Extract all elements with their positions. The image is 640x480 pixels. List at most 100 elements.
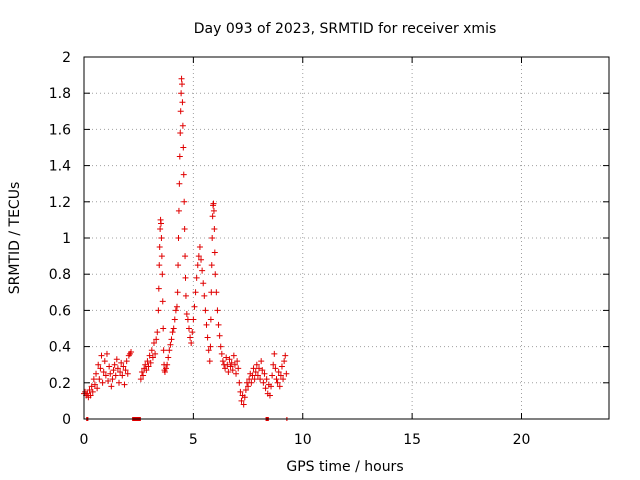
data-point: [193, 274, 200, 281]
data-point: [283, 370, 290, 377]
data-point: [208, 289, 215, 296]
data-point: [256, 365, 262, 372]
data-point: [116, 379, 122, 386]
data-point: [100, 368, 107, 375]
axis-ticks: [83, 56, 609, 420]
data-point: [167, 341, 174, 348]
data-point: [213, 289, 220, 296]
data-point: [280, 376, 287, 383]
data-point: [258, 358, 265, 365]
data-point: [190, 316, 197, 323]
data-point: [107, 370, 114, 377]
data-point: [179, 99, 186, 106]
data-point: [178, 90, 185, 97]
y-tick-label: 0: [62, 412, 71, 428]
data-point: [94, 385, 101, 392]
data-point: [181, 225, 188, 232]
data-point: [257, 376, 264, 383]
data-point: [273, 376, 280, 383]
data-point: [182, 292, 189, 299]
chart-title: Day 093 of 2023, SRMTID for receiver xmi…: [194, 21, 497, 37]
data-point: [183, 311, 190, 318]
data-point: [207, 343, 214, 350]
y-tick-label: 0.4: [49, 340, 71, 356]
data-point: [210, 200, 217, 207]
data-point: [210, 207, 217, 214]
data-point: [268, 383, 275, 390]
data-point: [147, 359, 154, 366]
data-point: [138, 368, 145, 375]
y-tick-label: 1.2: [49, 195, 71, 211]
data-point: [214, 307, 221, 314]
x-tick-label: 10: [294, 432, 312, 448]
data-point: [175, 235, 182, 241]
y-tick-label: 0.6: [49, 303, 71, 319]
data-point: [240, 401, 247, 408]
data-point: [274, 379, 281, 386]
data-point: [182, 274, 189, 281]
data-point: [229, 367, 236, 374]
data-point: [271, 350, 278, 357]
data-point: [192, 289, 199, 296]
data-point: [163, 365, 170, 372]
data-point: [112, 372, 119, 379]
data-point: [160, 325, 167, 332]
data-point: [236, 379, 243, 386]
data-point: [90, 376, 97, 383]
data-point: [260, 379, 267, 386]
data-point: [121, 381, 128, 388]
data-point: [144, 358, 151, 365]
data-point: [101, 358, 108, 365]
data-point: [235, 365, 242, 372]
data-point: [156, 244, 163, 251]
data-point: [270, 361, 277, 368]
data-point: [179, 81, 185, 88]
data-point: [128, 349, 135, 356]
data-point: [199, 267, 206, 274]
data-point: [158, 220, 164, 227]
data-point: [238, 397, 245, 404]
data-point: [102, 372, 109, 379]
data-point: [146, 352, 153, 359]
data-point: [89, 388, 96, 395]
data-point: [261, 370, 268, 377]
data-point: [122, 367, 129, 374]
tick-labels: 00.20.40.60.811.21.41.61.820 5 10 15 20: [49, 50, 531, 448]
data-point: [157, 225, 164, 232]
data-point: [204, 334, 211, 341]
data-point: [250, 365, 257, 372]
data-point: [206, 358, 213, 365]
data-point: [151, 339, 157, 346]
data-point: [142, 361, 149, 368]
data-point: [168, 336, 175, 343]
y-tick-label: 0.2: [49, 376, 71, 392]
y-tick-label: 2: [62, 50, 71, 66]
data-point: [145, 363, 152, 370]
data-point: [209, 213, 216, 220]
x-tick-label: 0: [80, 432, 89, 448]
data-point: [203, 321, 210, 328]
data-point: [189, 329, 196, 336]
data-point: [237, 388, 244, 395]
data-point: [177, 130, 184, 137]
data-point: [191, 303, 198, 310]
data-point: [111, 361, 118, 368]
data-point: [211, 249, 218, 256]
data-point: [93, 370, 100, 377]
data-point: [212, 271, 219, 278]
data-point: [202, 307, 209, 314]
data-point: [173, 303, 180, 310]
data-point: [160, 347, 167, 354]
data-point: [181, 198, 188, 205]
data-point: [176, 180, 183, 187]
x-tick-label: 15: [403, 432, 421, 448]
data-point: [165, 354, 172, 361]
y-tick-label: 0.8: [49, 267, 71, 283]
data-point: [231, 361, 238, 368]
data-point: [224, 361, 231, 368]
data-point: [254, 372, 261, 379]
x-tick-label: 20: [513, 432, 531, 448]
y-tick-label: 1: [62, 231, 71, 247]
data-point: [120, 363, 127, 370]
